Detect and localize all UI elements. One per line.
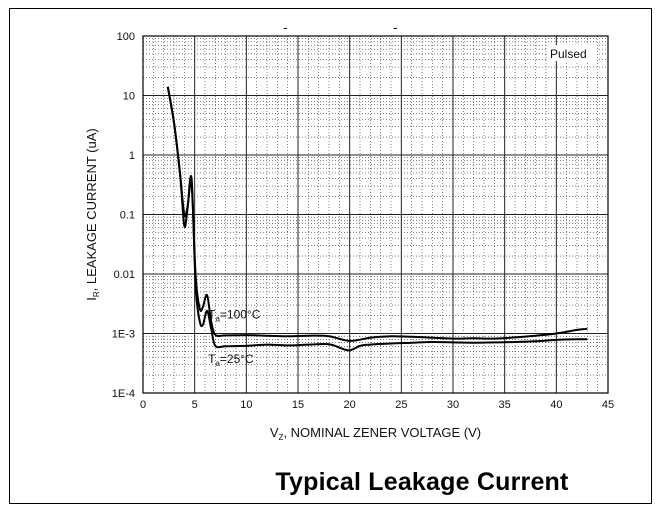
top-mark-right: - xyxy=(393,19,398,35)
x-tick-label: 40 xyxy=(550,399,562,411)
series-label-100c: Ta=100°C xyxy=(208,307,261,323)
grid xyxy=(143,36,608,393)
x-tick-label: 25 xyxy=(395,399,407,411)
y-tick-label: 1E-3 xyxy=(112,329,135,341)
y-tick-label: 100 xyxy=(117,31,135,43)
plot-border xyxy=(142,35,609,394)
y-tick-label: 10 xyxy=(123,91,135,103)
y-axis-label: IR, LEAKAGE CURRENT (uA) xyxy=(84,128,101,300)
series-layer xyxy=(166,86,588,352)
top-mark-left: - xyxy=(283,19,288,35)
y-tick-label: 0.1 xyxy=(120,210,135,222)
svg-text:Pulsed: Pulsed xyxy=(550,47,587,61)
x-axis-label: VZ, NOMINAL ZENER VOLTAGE (V) xyxy=(270,425,481,442)
y-tick-label: 1 xyxy=(129,150,135,162)
x-tick-label: 15 xyxy=(292,399,304,411)
x-tick-label: 35 xyxy=(499,399,511,411)
x-tick-label: 45 xyxy=(602,399,614,411)
series-line-25c xyxy=(166,86,588,352)
chart-frame xyxy=(9,8,652,504)
leakage-current-chart: 0 5 10 15 20 25 30 35 40 451001010.10.011E-31E-4 … xyxy=(84,19,614,442)
y-tick-label: 0.01 xyxy=(114,269,135,281)
x-tick-label: 5 xyxy=(192,399,198,411)
tick-labels: 0 5 10 15 20 25 30 35 40 45 100 10 1 0.1 0.01 1E-3 1E-4 xyxy=(112,31,614,411)
pulsed-annotation: Pulsed xyxy=(547,45,597,61)
y-tick-label: 1E-4 xyxy=(112,388,135,400)
series-label-25c: Ta=25°C xyxy=(208,352,254,368)
x-tick-label: 0 xyxy=(140,399,146,411)
x-tick-label: 20 xyxy=(344,399,356,411)
series-line-100c xyxy=(166,86,588,342)
x-tick-label: 30 xyxy=(447,399,459,411)
x-tick-label: 10 xyxy=(240,399,252,411)
chart-title: Typical Leakage Current xyxy=(275,468,569,496)
